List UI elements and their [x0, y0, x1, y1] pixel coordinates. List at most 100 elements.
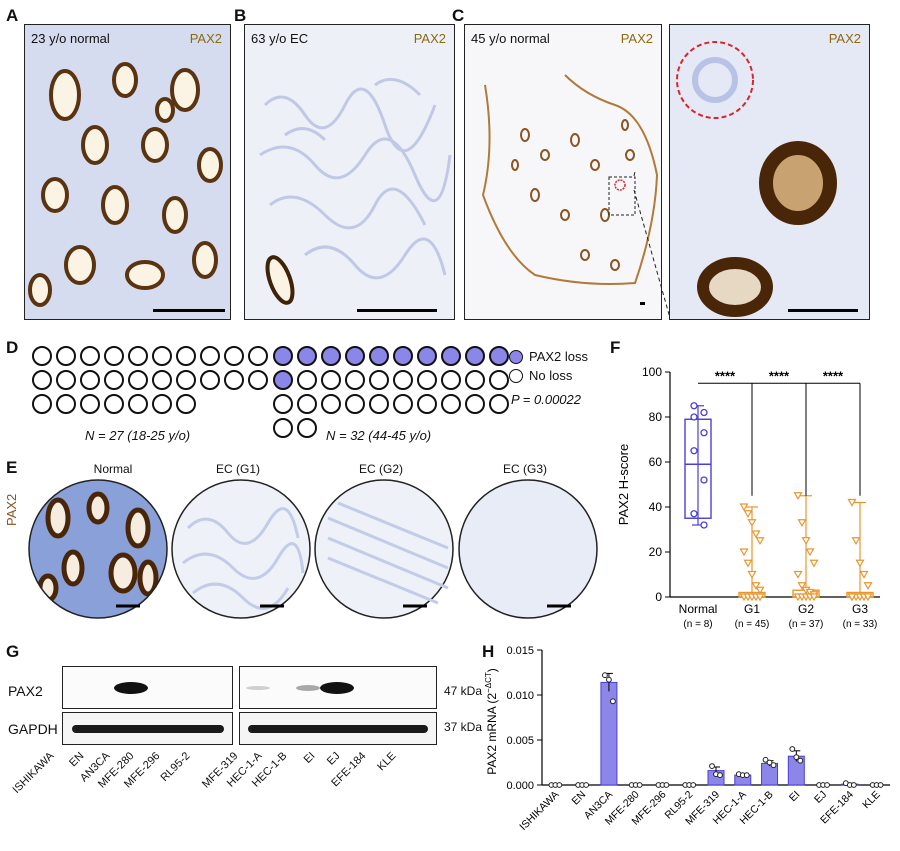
circle-loss [489, 346, 509, 366]
data-point [690, 413, 698, 421]
data-point [801, 537, 811, 545]
circle-noloss [321, 370, 341, 390]
data-point [739, 548, 749, 557]
data-point [847, 593, 857, 602]
circle-noloss [56, 370, 76, 390]
kda-47: 47 kDa [444, 684, 483, 698]
data-point [809, 593, 819, 602]
box [684, 418, 712, 519]
gland-illustration-c [481, 74, 659, 305]
tma-title-g2: EC (G2) [358, 462, 403, 476]
data-point [700, 476, 708, 484]
circle-loss [417, 346, 437, 366]
circle-loss [321, 346, 341, 366]
circle-noloss [104, 346, 124, 366]
circle-noloss [176, 346, 196, 366]
circle-noloss [56, 394, 76, 414]
data-point [850, 782, 857, 788]
data-point [789, 746, 796, 752]
circle-noloss [128, 370, 148, 390]
legend-loss-swatch [509, 350, 523, 364]
y-tick-label: 80 [649, 410, 663, 424]
gland-illustration-c-zoom [676, 41, 837, 317]
circle-noloss [248, 346, 268, 366]
data-point [690, 402, 698, 410]
y-tick-label: 20 [649, 545, 663, 559]
panel-label-a: A [6, 6, 19, 25]
data-point [793, 492, 803, 500]
western-blot [62, 666, 437, 745]
scale-bar [788, 309, 858, 312]
chart-h: 0.000 0.005 0.010 0.015 PAX2 mRNA (2−ΔCT) ISH… [484, 645, 890, 833]
data-point [743, 559, 753, 568]
y-tick-label: 0.015 [506, 645, 534, 657]
tma-title-g3: EC (G3) [502, 462, 547, 476]
circle-noloss [32, 370, 52, 390]
data-point [805, 548, 815, 557]
panel-label-c: C [452, 6, 465, 25]
data-point [766, 759, 773, 766]
micrograph-c-caption: 45 y/o normal [471, 31, 550, 46]
zoom-lines [633, 170, 671, 319]
significance-stars: **** [769, 368, 790, 383]
circle-noloss [273, 418, 293, 438]
n-label: (n = 37) [789, 619, 824, 630]
kda-37: 37 kDa [444, 720, 483, 734]
circle-noloss [369, 370, 389, 390]
circle-noloss [248, 370, 268, 390]
y-tick-label: 0 [655, 590, 662, 604]
data-point [610, 698, 616, 705]
blot-row-gapdh: GAPDH [8, 721, 58, 737]
y-tick-label: 0.000 [506, 780, 534, 792]
scale-bar [153, 309, 225, 312]
circle-loss [273, 370, 293, 390]
legend-loss-label: PAX2 loss [529, 349, 589, 364]
data-point [755, 537, 765, 545]
significance-stars: **** [823, 368, 844, 383]
significance-stars: **** [715, 368, 736, 383]
data-point [743, 510, 753, 518]
circle-noloss [321, 394, 341, 414]
chart-f: 0 20 40 60 80 100 PAX2 H-score Normal (n = 8) G1 (… [616, 365, 880, 630]
data-point [755, 593, 765, 602]
circle-noloss [489, 394, 509, 414]
circle-noloss [32, 346, 52, 366]
circle-noloss [152, 394, 172, 414]
micrograph-b: 63 y/o EC PAX2 [244, 24, 455, 320]
circle-noloss [152, 370, 172, 390]
tma-core-g2 [314, 479, 454, 619]
micrograph-c: 45 y/o normal PAX2 [464, 24, 662, 320]
data-point [797, 582, 807, 590]
circle-noloss [32, 394, 52, 414]
micrograph-a: 23 y/o normal PAX2 [24, 24, 231, 320]
data-point [793, 754, 800, 760]
panel-label-d: D [6, 338, 19, 357]
x-tick-label: Normal [679, 602, 718, 616]
circle-noloss [176, 394, 196, 414]
data-point [851, 537, 861, 545]
data-point [793, 570, 803, 579]
panel-label-h: H [482, 642, 495, 661]
data-point [797, 757, 804, 764]
panel-label-b: B [234, 6, 247, 25]
data-point [700, 408, 708, 417]
circle-noloss [345, 370, 365, 390]
panel-label-e: E [6, 458, 18, 477]
data-point [751, 530, 761, 539]
x-tick-label: G3 [852, 602, 868, 616]
panel-e-stain: PAX2 [4, 493, 19, 526]
circle-noloss [152, 346, 172, 366]
data-point [863, 582, 873, 590]
tma-title-g1: EC (G1) [215, 462, 260, 476]
circle-noloss [104, 370, 124, 390]
circle-noloss [417, 394, 437, 414]
circle-loss [441, 346, 461, 366]
data-point [690, 782, 697, 788]
micrograph-a-caption: 23 y/o normal [31, 31, 110, 46]
data-point [877, 782, 884, 788]
circle-noloss [489, 370, 509, 390]
data-point [809, 559, 819, 568]
micrograph-b-stain: PAX2 [413, 31, 446, 46]
circle-noloss [128, 346, 148, 366]
circle-noloss [345, 394, 365, 414]
